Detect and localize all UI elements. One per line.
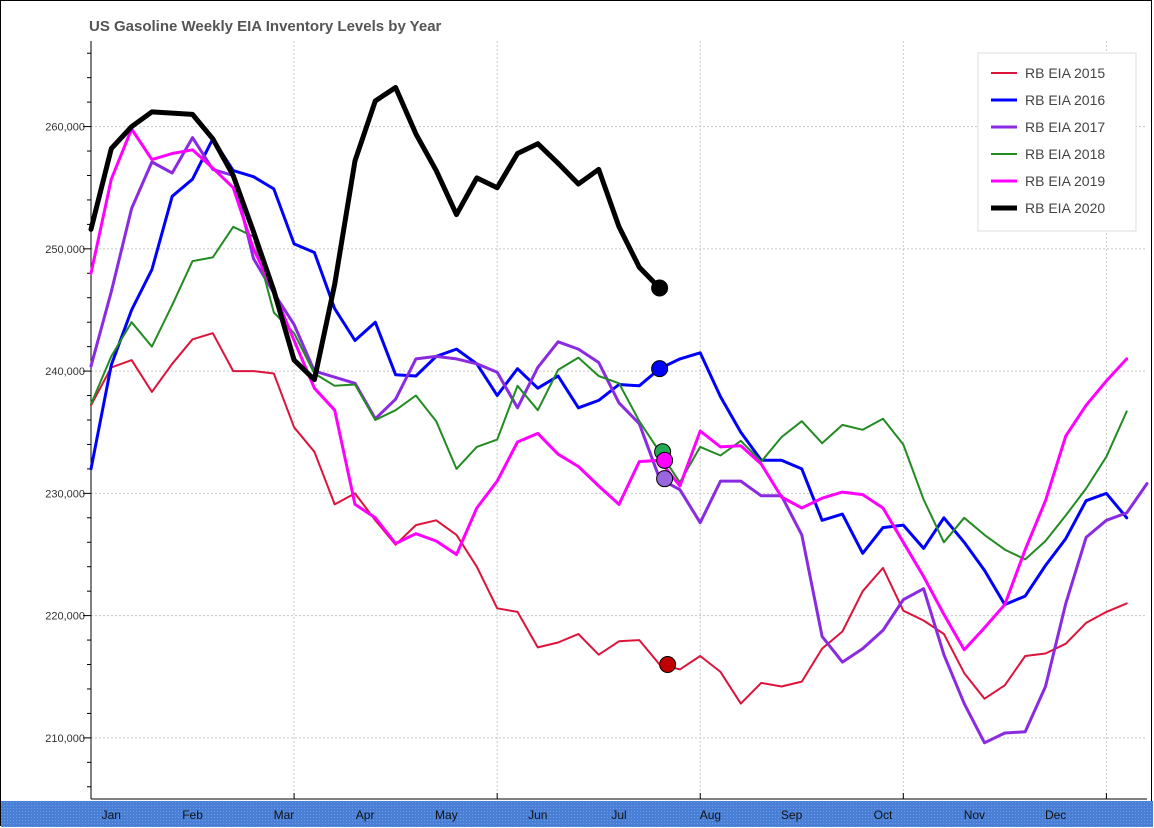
legend-label-1: RB EIA 2016 [1025, 92, 1105, 108]
legend-label-3: RB EIA 2018 [1025, 146, 1105, 162]
current-week-marker-5 [651, 279, 669, 297]
series-line-0 [90, 332, 1128, 705]
series-line-2 [89, 136, 1149, 745]
x-axis-bar: Jan Feb Mar Apr May Jun Jul Aug Sep Oct Nov Dec [1, 801, 1153, 827]
legend-label-5: RB EIA 2020 [1025, 200, 1105, 216]
y-tick-label: 230,000 [45, 488, 85, 500]
x-tick-label: Sep [781, 808, 803, 822]
series-layer [88, 85, 1149, 745]
x-tick-label: Apr [356, 808, 375, 822]
current-week-marker-4 [656, 451, 674, 469]
series-line-5 [88, 85, 663, 383]
marker-layer [651, 279, 677, 674]
x-tick-label: Aug [700, 808, 721, 822]
legend-box [977, 52, 1137, 232]
current-week-marker-2 [656, 470, 674, 488]
x-tick-label: Jun [528, 808, 547, 822]
x-tick-label: Jan [102, 808, 121, 822]
grid [91, 41, 1147, 799]
y-tick-label: 210,000 [45, 733, 85, 745]
y-tick-label: 250,000 [45, 244, 85, 256]
x-tick-label: May [435, 808, 458, 822]
x-tick-label: Dec [1045, 808, 1066, 822]
legend-label-0: RB EIA 2015 [1025, 65, 1105, 81]
current-week-marker-1 [651, 360, 669, 378]
chart-title: US Gasoline Weekly EIA Inventory Levels … [89, 18, 442, 35]
y-axis: 210,000 220,000 230,000 240,000 250,000 260,0… [45, 41, 1147, 800]
current-week-marker-0 [659, 656, 677, 674]
x-tick-label: Jul [611, 808, 626, 822]
x-tick-label: Oct [874, 808, 893, 822]
legend-label-2: RB EIA 2017 [1025, 119, 1105, 135]
x-tick-label: Nov [964, 808, 985, 822]
legend: RB EIA 2015 RB EIA 2016 RB EIA 2017 RB EIA … [977, 52, 1137, 232]
y-tick-label: 240,000 [45, 366, 85, 378]
legend-label-4: RB EIA 2019 [1025, 173, 1105, 189]
x-axis-band [1, 801, 1153, 827]
series-line-4 [89, 127, 1129, 652]
x-tick-label: Mar [274, 808, 295, 822]
x-tick-label: Feb [182, 808, 203, 822]
y-tick-label: 260,000 [45, 122, 85, 134]
series-line-3 [90, 225, 1128, 561]
y-tick-label: 220,000 [45, 611, 85, 623]
